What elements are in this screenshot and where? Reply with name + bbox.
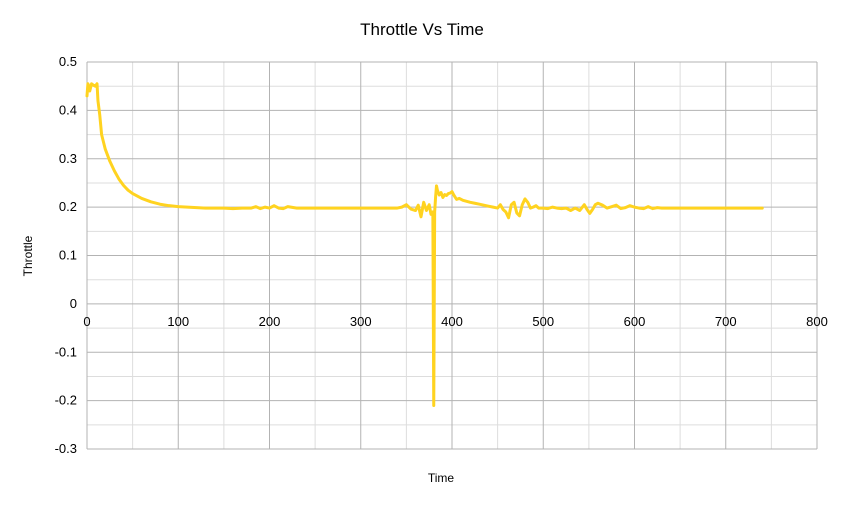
x-tick-label: 400 [441, 314, 463, 329]
y-axis-tick-labels: 0.5 0.4 0.3 0.2 0.1 0 -0.1 -0.2 -0.3 [55, 54, 77, 456]
y-tick-label: 0.4 [59, 102, 77, 117]
y-tick-label: 0.5 [59, 54, 77, 69]
grid-lines [86, 61, 818, 450]
x-tick-label: 600 [624, 314, 646, 329]
x-tick-label: 300 [350, 314, 372, 329]
x-axis-title: Time [428, 471, 455, 485]
y-axis-title: Throttle [21, 235, 35, 276]
y-tick-label: -0.2 [55, 393, 77, 408]
y-tick-label: 0.3 [59, 151, 77, 166]
throttle-series-line [85, 82, 764, 407]
x-tick-label: 100 [167, 314, 189, 329]
y-tick-label: 0.2 [59, 199, 77, 214]
x-tick-label: 200 [259, 314, 281, 329]
y-tick-label: -0.3 [55, 441, 77, 456]
y-tick-label: 0 [70, 296, 77, 311]
x-tick-label: 0 [83, 314, 90, 329]
y-tick-label: 0.1 [59, 248, 77, 263]
x-tick-label: 700 [715, 314, 737, 329]
series-layer [85, 82, 764, 407]
y-tick-label: -0.1 [55, 344, 77, 359]
x-tick-label: 500 [532, 314, 554, 329]
x-axis-tick-labels: 0 100 200 300 400 500 600 700 800 [83, 314, 827, 329]
chart-title: Throttle Vs Time [360, 20, 484, 39]
x-tick-label: 800 [806, 314, 828, 329]
